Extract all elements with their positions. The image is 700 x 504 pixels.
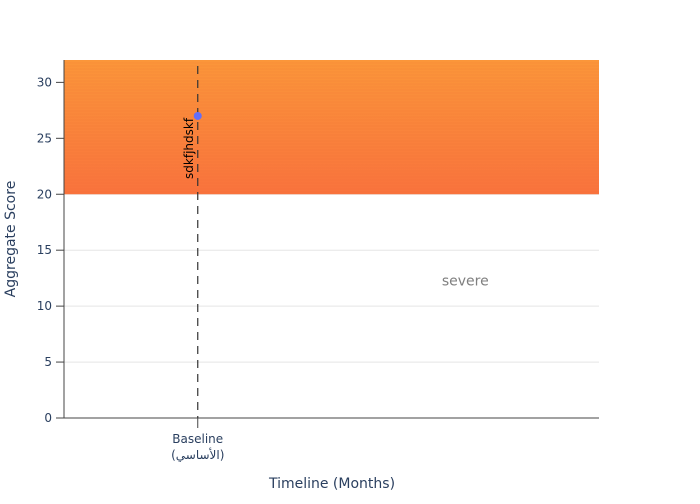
annotation-label-0: severe <box>442 273 489 289</box>
y-tick-label-30: 30 <box>37 75 52 89</box>
y-tick-label-25: 25 <box>37 131 52 145</box>
axis-layer: 0 5 10 15 20 25 30 Baseline(الأساسي) <box>37 60 599 462</box>
y-tick-label-15: 15 <box>37 243 52 257</box>
data-point-0 <box>193 111 202 120</box>
y-tick-label-20: 20 <box>37 187 52 201</box>
vline-label: sdkfjhdskf <box>182 117 196 179</box>
point-layer <box>193 111 202 120</box>
severity-band <box>64 60 599 195</box>
annotation-layer: severe <box>442 273 489 289</box>
y-tick-label-10: 10 <box>37 299 52 313</box>
y-tick-label-5: 5 <box>44 355 52 369</box>
y-tick-label-0: 0 <box>44 411 52 425</box>
x-axis-title: Timeline (Months) <box>268 476 395 492</box>
y-axis-title: Aggregate Score <box>3 181 19 298</box>
vline-layer: sdkfjhdskf <box>182 66 199 418</box>
x-tick-label-secondary: (الأساسي) <box>171 447 224 462</box>
x-tick-label: Baseline <box>172 432 223 446</box>
band-layer <box>64 60 599 195</box>
